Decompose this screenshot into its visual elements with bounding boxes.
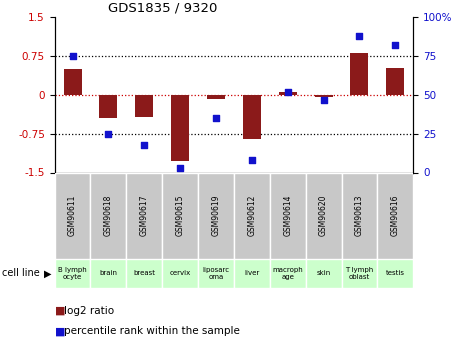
Point [356,33,363,39]
Text: testis: testis [386,270,405,276]
Text: B lymph
ocyte: B lymph ocyte [58,267,87,280]
Bar [198,259,234,288]
Bar [342,172,378,259]
Text: GSM90612: GSM90612 [247,195,257,236]
Bar [55,172,91,259]
Bar [351,53,369,95]
Bar [314,95,332,97]
Point [212,115,220,121]
Point [176,165,184,171]
Text: GSM90614: GSM90614 [283,195,292,236]
Text: brain: brain [99,270,117,276]
Text: liver: liver [244,270,259,276]
Bar [342,259,378,288]
Text: skin: skin [316,270,331,276]
Text: GSM90618: GSM90618 [104,195,113,236]
Bar [135,95,153,117]
Bar [198,172,234,259]
Bar [270,172,306,259]
Bar [99,95,117,118]
Text: cell line: cell line [2,268,40,278]
Text: percentile rank within the sample: percentile rank within the sample [64,326,240,336]
Bar [207,95,225,99]
Text: ■: ■ [55,306,65,315]
Bar [386,68,404,95]
Text: GDS1835 / 9320: GDS1835 / 9320 [108,2,218,15]
Text: T lymph
oblast: T lymph oblast [345,267,373,280]
Bar [270,259,306,288]
Point [141,142,148,147]
Bar [126,172,162,259]
Bar [126,259,162,288]
Text: GSM90619: GSM90619 [211,195,220,236]
Bar [91,172,126,259]
Bar [171,95,189,161]
Text: ■: ■ [55,326,65,336]
Text: GSM90615: GSM90615 [176,195,185,236]
Bar [91,259,126,288]
Text: GSM90620: GSM90620 [319,195,328,236]
Bar [279,92,297,95]
Point [391,42,399,48]
Bar [64,69,82,95]
Bar [306,172,342,259]
Text: GSM90611: GSM90611 [68,195,77,236]
Bar [55,259,91,288]
Text: GSM90613: GSM90613 [355,195,364,236]
Text: GSM90616: GSM90616 [391,195,400,236]
Bar [162,259,198,288]
Text: breast: breast [133,270,155,276]
Bar [378,172,413,259]
Bar [243,95,261,139]
Text: ▶: ▶ [44,268,51,278]
Text: cervix: cervix [170,270,191,276]
Bar [162,172,198,259]
Point [104,131,112,136]
Text: GSM90617: GSM90617 [140,195,149,236]
Bar [378,259,413,288]
Text: macroph
age: macroph age [272,267,303,280]
Bar [234,172,270,259]
Bar [234,259,270,288]
Point [284,89,292,95]
Text: liposarc
oma: liposarc oma [202,267,229,280]
Bar [306,259,342,288]
Text: log2 ratio: log2 ratio [64,306,114,315]
Point [69,53,76,59]
Point [248,157,256,163]
Point [320,97,327,102]
